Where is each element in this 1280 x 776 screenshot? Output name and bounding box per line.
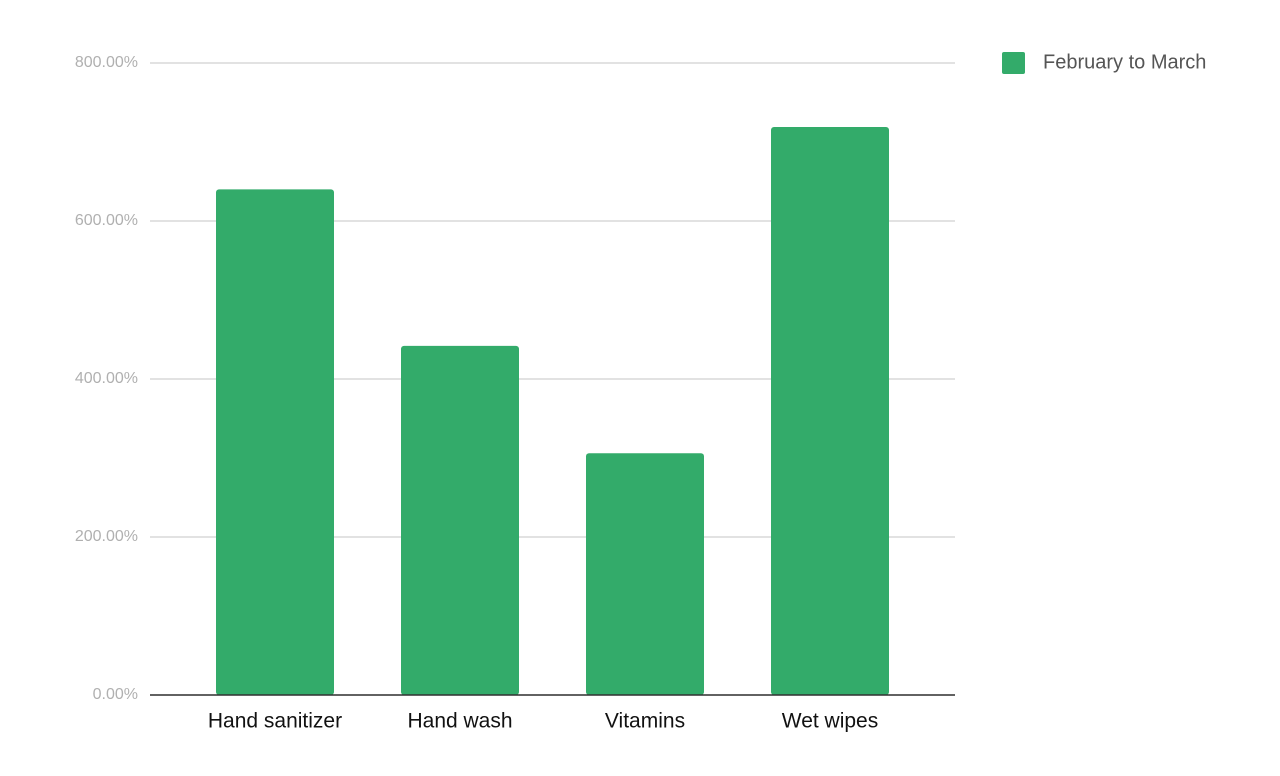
x-tick-label: Wet wipes (782, 710, 878, 733)
y-tick-label: 400.00% (75, 370, 138, 387)
x-tick-label: Vitamins (605, 710, 685, 733)
bar (401, 345, 519, 695)
y-tick-label: 800.00% (75, 54, 138, 71)
y-tick-label: 600.00% (75, 212, 138, 229)
legend-swatch (1002, 52, 1025, 74)
legend-label: February to March (1043, 51, 1206, 73)
bar (216, 189, 334, 695)
bar (771, 126, 889, 696)
y-tick-label: 200.00% (75, 528, 138, 545)
x-tick-label: Hand sanitizer (208, 710, 342, 733)
x-tick-label: Hand wash (407, 710, 512, 733)
bar (586, 453, 704, 695)
y-tick-label: 0.00% (93, 686, 138, 703)
